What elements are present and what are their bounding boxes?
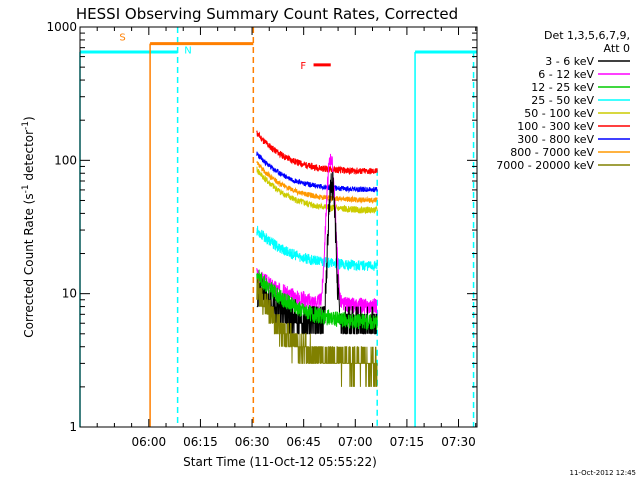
legend-label: 300 - 800 keV	[517, 133, 594, 146]
legend-label: 3 - 6 keV	[545, 55, 594, 68]
x-tick-label: 07:00	[338, 435, 373, 449]
x-axis-label: Start Time (11-Oct-12 05:55:22)	[183, 455, 377, 469]
legend-label: 50 - 100 keV	[524, 107, 594, 120]
legend-label: 12 - 25 keV	[531, 81, 594, 94]
series-line-4	[256, 166, 378, 215]
flag-label-n: N	[184, 45, 191, 56]
y-axis-label: Corrected Count Rate (s-1 detector-1)	[21, 116, 36, 337]
x-tick-label: 06:00	[132, 435, 167, 449]
y-tick-label: 100	[54, 153, 77, 167]
plot-frame	[79, 26, 478, 428]
x-tick-label: 07:30	[441, 435, 476, 449]
series-line-6	[256, 151, 378, 194]
legend-header-2: Att 0	[604, 42, 630, 55]
legend-label: 100 - 300 keV	[517, 120, 594, 133]
x-tick-label: 06:45	[286, 435, 321, 449]
flag-label-f: F	[300, 61, 306, 72]
x-tick-label: 07:15	[390, 435, 425, 449]
legend-label: 800 - 7000 keV	[510, 146, 594, 159]
x-tick-label: 06:30	[235, 435, 270, 449]
y-tick-label: 1	[69, 420, 77, 434]
flag-label-s: S	[119, 32, 125, 43]
y-tick-label: 1000	[46, 20, 77, 34]
y-tick-label: 10	[62, 287, 77, 301]
axes-layer: 06:00 06:15 06:30 06:45 07:00 07:15 07:30 1 10 10…	[46, 20, 477, 449]
chart-title: HESSI Observing Summary Count Rates, Cor…	[76, 5, 458, 23]
series-line-7	[256, 161, 378, 205]
footer-timestamp: 11-Oct-2012 12:45	[570, 469, 636, 477]
data-layer: S N F	[79, 27, 477, 427]
x-tick-label: 06:15	[183, 435, 218, 449]
legend-label: 7000 - 20000 keV	[496, 159, 594, 172]
legend-header-1: Det 1,3,5,6,7,9,	[544, 29, 630, 42]
legend-label: 25 - 50 keV	[531, 94, 594, 107]
series-line-5	[256, 130, 378, 175]
series-line-2	[256, 269, 378, 331]
series-line-8	[256, 278, 378, 387]
legend-label: 6 - 12 keV	[538, 68, 594, 81]
series-line-3	[256, 225, 378, 272]
